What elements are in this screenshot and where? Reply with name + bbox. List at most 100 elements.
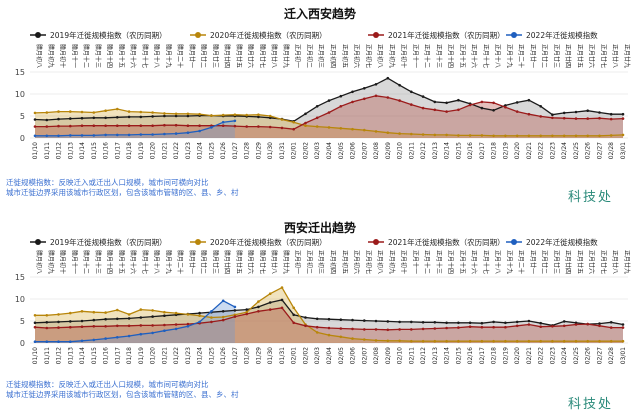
x-date-label: 01/11	[44, 142, 51, 159]
x-lunar-label: 正月十九	[505, 44, 513, 68]
data-point	[198, 112, 201, 116]
x-lunar-label: 正月廿七	[599, 44, 607, 68]
data-point	[304, 316, 307, 319]
data-point	[174, 327, 178, 331]
data-point	[69, 311, 72, 315]
x-date-label: 01/30	[267, 142, 274, 159]
data-point	[539, 339, 542, 343]
x-lunar-label: 正月二十	[517, 44, 525, 68]
x-lunar-label: 腊月十二	[82, 44, 90, 68]
data-point	[445, 339, 448, 343]
data-point	[163, 310, 166, 314]
data-point	[104, 317, 107, 321]
x-lunar-label: 腊月廿五	[235, 250, 243, 274]
data-point	[527, 134, 531, 138]
x-lunar-label: 正月初八	[376, 250, 384, 274]
data-point	[69, 134, 72, 137]
data-point	[445, 326, 448, 330]
x-lunar-label: 正月廿九	[623, 44, 631, 68]
x-date-label: 01/14	[79, 347, 86, 364]
data-point	[80, 134, 84, 137]
x-lunar-label: 腊月廿八	[270, 250, 278, 274]
data-point	[527, 98, 531, 102]
data-point	[445, 101, 448, 105]
data-point	[609, 117, 613, 121]
data-point	[386, 76, 390, 80]
x-lunar-label: 正月廿二	[541, 44, 549, 68]
data-point	[410, 103, 413, 106]
x-lunar-label: 正月廿六	[588, 250, 596, 274]
data-point	[468, 339, 472, 343]
data-point	[327, 326, 331, 330]
data-point	[327, 99, 331, 102]
data-point	[598, 322, 601, 325]
data-point	[586, 109, 589, 112]
x-date-label: 01/17	[114, 142, 121, 159]
x-date-label: 02/17	[479, 347, 486, 364]
x-date-label: 01/18	[126, 142, 133, 159]
data-point	[468, 321, 472, 325]
data-point	[551, 116, 554, 120]
data-point	[457, 108, 460, 112]
x-lunar-label: 正月初七	[364, 44, 372, 68]
data-point	[515, 101, 519, 104]
x-date-label: 01/20	[150, 142, 157, 159]
data-point	[116, 107, 119, 111]
x-date-label: 02/26	[585, 347, 592, 364]
data-point	[127, 313, 131, 316]
x-date-label: 02/10	[397, 347, 404, 364]
x-date-label: 02/11	[408, 142, 415, 159]
data-point	[233, 315, 237, 318]
data-point	[116, 116, 119, 119]
data-point	[562, 134, 566, 138]
data-point	[374, 83, 378, 86]
data-point	[257, 125, 260, 128]
data-point	[398, 328, 401, 331]
data-point	[386, 96, 390, 99]
data-point	[69, 340, 72, 344]
x-date-label: 02/03	[314, 347, 321, 364]
data-point	[127, 110, 131, 113]
data-point	[210, 126, 213, 129]
x-date-label: 01/23	[185, 142, 192, 159]
x-date-label: 02/09	[385, 142, 392, 159]
x-lunar-label: 腊月廿九	[282, 250, 290, 274]
note-line-1: 迁徙规模指数：反映迁入或迁出人口规模，城市间可横向对比	[6, 380, 209, 389]
data-point	[304, 324, 307, 328]
data-point	[363, 328, 366, 331]
x-date-label: 01/27	[232, 347, 239, 364]
data-point	[398, 320, 401, 324]
data-point	[186, 325, 190, 328]
x-date-label: 02/25	[573, 347, 580, 364]
x-date-label: 01/14	[79, 142, 86, 159]
data-point	[574, 339, 578, 343]
x-date-label: 01/15	[91, 347, 98, 364]
x-date-label: 02/23	[549, 142, 556, 159]
data-point	[151, 309, 154, 312]
data-point	[280, 126, 284, 130]
data-point	[221, 120, 225, 124]
data-point	[245, 125, 248, 128]
x-lunar-label: 正月廿一	[529, 44, 537, 68]
data-point	[139, 133, 143, 136]
x-date-label: 03/01	[620, 347, 627, 364]
x-date-label: 01/29	[255, 347, 262, 364]
data-point	[480, 339, 484, 343]
x-lunar-label: 腊月廿六	[247, 44, 255, 68]
x-date-label: 02/23	[549, 347, 556, 364]
data-point	[45, 118, 49, 122]
series-line	[35, 120, 235, 137]
x-date-label: 02/20	[514, 347, 521, 364]
data-point	[257, 300, 260, 303]
data-point	[504, 339, 507, 343]
x-lunar-label: 腊月十二	[82, 250, 90, 274]
data-point	[421, 106, 425, 110]
data-point	[151, 331, 154, 335]
data-point	[351, 327, 354, 331]
x-lunar-label: 正月十四	[447, 250, 455, 274]
x-lunar-label: 腊月廿四	[223, 250, 231, 274]
legend-marker	[511, 32, 517, 38]
x-date-label: 01/13	[67, 347, 74, 364]
data-point	[186, 114, 190, 118]
data-point	[421, 133, 425, 136]
